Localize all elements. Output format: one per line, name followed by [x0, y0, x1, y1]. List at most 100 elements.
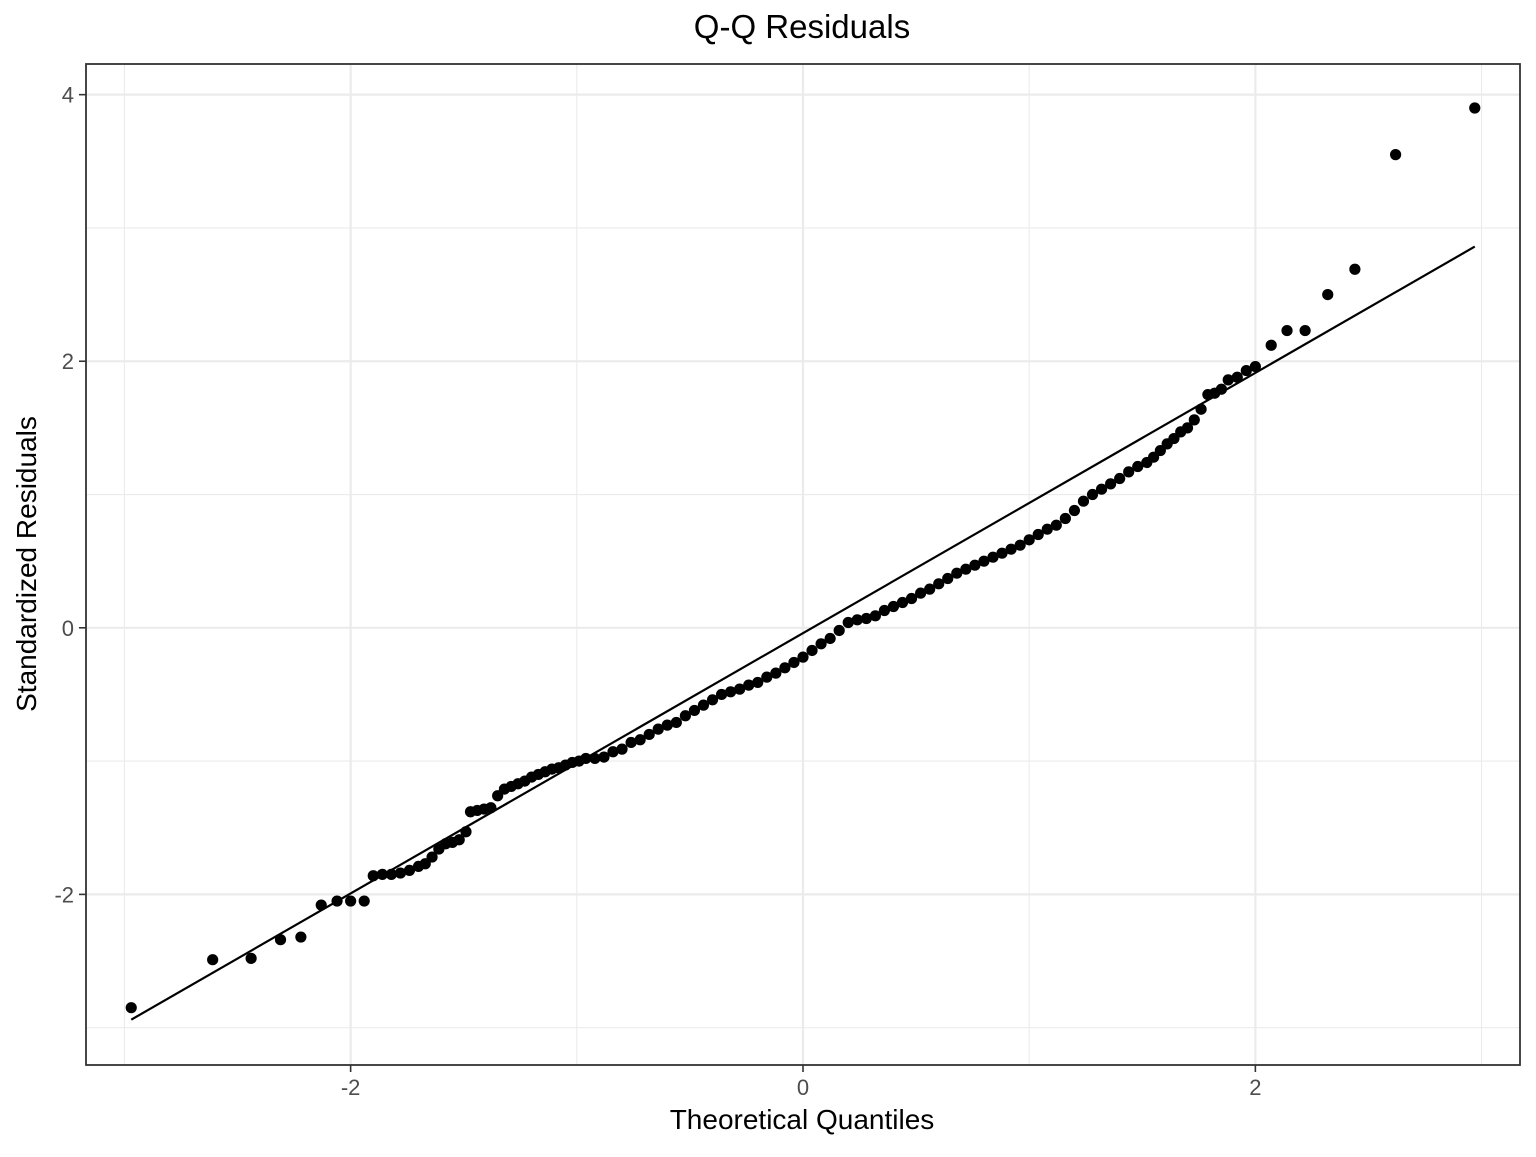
data-point: [1086, 488, 1099, 501]
grid-lines: [86, 64, 1520, 1065]
x-tick-label: -2: [341, 1075, 361, 1100]
data-point: [207, 954, 219, 966]
x-tick-label: 0: [797, 1075, 809, 1100]
data-point: [1005, 543, 1017, 555]
data-point: [625, 736, 637, 749]
data-point: [598, 751, 610, 763]
data-point: [589, 752, 601, 765]
x-axis-ticks: -2 0 2: [341, 1065, 1261, 1100]
data-point: [833, 624, 845, 637]
data-point: [1077, 495, 1090, 507]
data-point: [403, 864, 416, 876]
data-point: [951, 567, 963, 579]
x-tick-label: 2: [1249, 1075, 1261, 1100]
data-point: [1349, 263, 1361, 275]
data-point: [634, 734, 646, 746]
data-point: [1123, 466, 1135, 478]
data-point: [652, 723, 664, 735]
data-point: [978, 555, 990, 567]
data-point: [580, 752, 592, 765]
y-tick-label: -2: [54, 882, 74, 907]
data-point: [426, 851, 438, 863]
data-point: [860, 612, 872, 625]
data-point: [752, 676, 764, 689]
data-point: [1322, 288, 1334, 301]
data-point: [315, 899, 327, 911]
data-point: [1215, 383, 1228, 395]
data-point: [670, 716, 682, 729]
data-point: [806, 644, 818, 657]
data-point: [1059, 512, 1071, 525]
y-axis-title: Standardized Residuals: [11, 416, 42, 712]
data-point: [734, 683, 746, 695]
data-point: [743, 679, 755, 691]
data-point: [125, 1002, 137, 1014]
data-point: [996, 547, 1008, 559]
data-point: [706, 694, 719, 706]
data-point: [761, 671, 773, 683]
data-point: [788, 656, 800, 669]
data-point: [933, 578, 945, 590]
data-point: [924, 583, 936, 595]
data-point: [643, 728, 655, 741]
data-points: [125, 102, 1481, 1014]
data-point: [1249, 360, 1261, 373]
data-point: [331, 895, 343, 907]
data-point: [358, 895, 370, 907]
data-point: [607, 746, 619, 758]
data-point: [679, 710, 691, 722]
y-tick-label: 4: [62, 83, 74, 108]
data-point: [485, 802, 497, 814]
data-point: [1132, 460, 1144, 473]
data-point: [1469, 102, 1481, 114]
x-axis-title: Theoretical Quantiles: [670, 1104, 935, 1135]
data-point: [896, 596, 909, 609]
data-point: [1195, 403, 1207, 415]
data-point: [1265, 339, 1277, 351]
data-point: [1014, 539, 1026, 551]
data-point: [1181, 422, 1194, 434]
data-point: [842, 616, 854, 629]
reference-line: [130, 245, 1476, 1021]
data-point: [1281, 324, 1293, 337]
data-point: [460, 826, 472, 838]
data-point: [987, 551, 999, 563]
data-point: [1050, 519, 1062, 531]
data-point: [869, 610, 881, 622]
data-point: [1389, 149, 1402, 161]
data-point: [1023, 534, 1035, 546]
data-point: [797, 651, 809, 663]
data-point: [779, 662, 791, 674]
y-tick-label: 2: [62, 349, 74, 374]
data-point: [1240, 364, 1252, 377]
y-tick-label: 0: [62, 616, 74, 641]
data-point: [851, 614, 863, 626]
data-point: [245, 952, 257, 964]
data-point: [295, 931, 307, 943]
data-point: [1114, 472, 1126, 485]
data-point: [661, 719, 673, 731]
data-point: [367, 870, 379, 882]
data-point: [770, 667, 782, 679]
data-point: [960, 563, 972, 575]
data-point: [1041, 523, 1053, 535]
data-point: [1105, 478, 1117, 490]
chart-title: Q-Q Residuals: [694, 8, 910, 45]
data-point: [1231, 371, 1243, 383]
data-point: [725, 686, 737, 698]
data-point: [616, 743, 628, 755]
data-point: [969, 559, 981, 571]
data-point: [887, 600, 900, 613]
data-point: [715, 688, 728, 701]
data-point: [815, 638, 827, 650]
data-point: [697, 699, 710, 711]
data-point: [1222, 374, 1234, 386]
data-point: [915, 587, 927, 599]
data-point: [1032, 528, 1044, 541]
data-point: [688, 704, 701, 717]
data-point: [345, 895, 357, 907]
data-point: [385, 868, 397, 880]
data-point: [1095, 483, 1108, 495]
